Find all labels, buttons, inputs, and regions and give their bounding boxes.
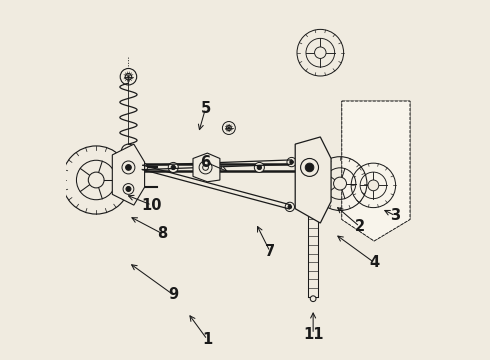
Circle shape: [125, 73, 132, 80]
Polygon shape: [342, 101, 410, 241]
Circle shape: [254, 162, 265, 172]
Circle shape: [120, 68, 137, 85]
Circle shape: [300, 158, 318, 176]
Circle shape: [222, 122, 235, 134]
Circle shape: [368, 180, 379, 191]
Text: 5: 5: [200, 101, 211, 116]
Circle shape: [126, 186, 131, 192]
Text: 10: 10: [142, 198, 162, 213]
Circle shape: [122, 161, 135, 174]
Circle shape: [203, 165, 208, 170]
Circle shape: [288, 205, 292, 209]
Circle shape: [310, 296, 316, 302]
Circle shape: [305, 163, 314, 172]
Circle shape: [199, 161, 212, 174]
Text: 6: 6: [200, 154, 211, 170]
Circle shape: [334, 177, 346, 190]
Circle shape: [285, 202, 294, 212]
Circle shape: [122, 144, 136, 158]
Text: 4: 4: [369, 255, 379, 270]
Text: 9: 9: [168, 287, 178, 302]
Circle shape: [125, 165, 131, 170]
Circle shape: [226, 126, 231, 131]
Circle shape: [168, 162, 178, 172]
Circle shape: [141, 166, 145, 169]
Text: 7: 7: [265, 244, 275, 259]
Circle shape: [125, 148, 131, 154]
Polygon shape: [342, 101, 410, 241]
Circle shape: [171, 165, 175, 170]
Text: 8: 8: [157, 226, 168, 241]
Polygon shape: [295, 137, 331, 223]
Circle shape: [290, 160, 294, 164]
Circle shape: [287, 157, 296, 167]
Polygon shape: [193, 153, 220, 182]
Circle shape: [311, 197, 316, 202]
Circle shape: [214, 165, 219, 170]
Circle shape: [315, 47, 326, 58]
Text: 1: 1: [202, 332, 213, 347]
Circle shape: [138, 163, 147, 172]
Text: 3: 3: [391, 208, 401, 223]
Text: 2: 2: [355, 219, 365, 234]
Circle shape: [123, 184, 134, 194]
Circle shape: [211, 162, 221, 172]
Polygon shape: [112, 144, 145, 205]
Circle shape: [257, 165, 262, 170]
Circle shape: [88, 172, 104, 188]
Text: 11: 11: [303, 327, 323, 342]
